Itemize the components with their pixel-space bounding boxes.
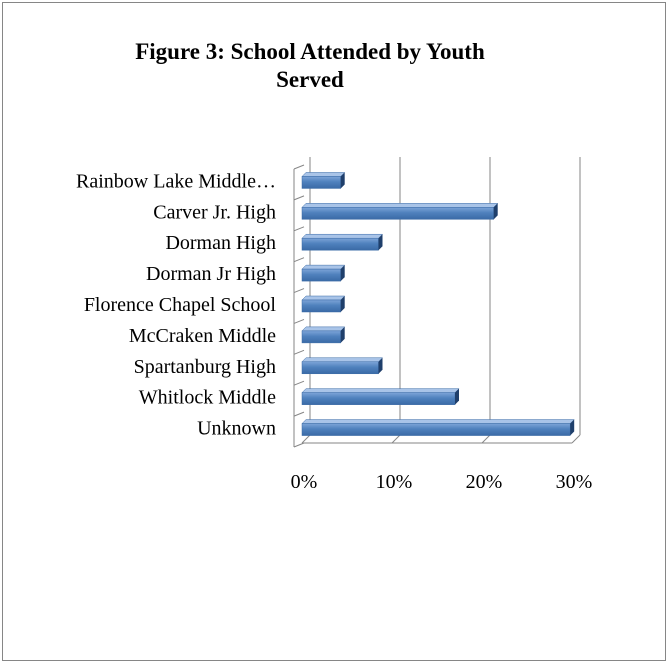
y-axis-tick	[293, 195, 305, 201]
category-label: Dorman High	[165, 232, 276, 254]
bar	[301, 326, 346, 344]
bar	[301, 295, 346, 313]
category-label: Spartanburg High	[134, 356, 276, 378]
bar	[301, 233, 384, 251]
bars	[301, 172, 575, 436]
x-tick-label: 20%	[466, 471, 503, 493]
chart-title: Figure 3: School Attended by Youth Serve…	[135, 39, 485, 92]
category-label: Unknown	[197, 418, 276, 440]
category-labels: Rainbow Lake Middle… Carver Jr. High Dorma…	[76, 170, 276, 439]
bar	[301, 264, 346, 282]
y-axis-tick	[293, 318, 305, 324]
y-axis-tick	[293, 349, 305, 355]
bar	[301, 357, 384, 375]
category-label: Carver Jr. High	[153, 201, 276, 223]
y-axis-tick	[293, 164, 305, 170]
gridline-depth	[481, 434, 491, 444]
category-label: Whitlock Middle	[139, 387, 276, 409]
category-label: Florence Chapel School	[84, 294, 277, 316]
tick-labels: 0% 10% 20% 30%	[291, 471, 593, 493]
gridline-depth	[301, 434, 311, 444]
category-label: Dorman Jr High	[146, 263, 276, 285]
x-tick-label: 0%	[291, 471, 318, 493]
y-axis-tick	[293, 411, 305, 417]
category-label: Rainbow Lake Middle…	[76, 170, 276, 192]
bar	[301, 172, 346, 189]
y-axis-tick	[293, 226, 305, 232]
gridline-depth	[391, 434, 401, 444]
y-axis-tick	[293, 288, 305, 294]
gridline-depth	[571, 434, 581, 444]
category-label: McCraken Middle	[129, 325, 276, 347]
bar	[301, 388, 460, 405]
axes	[293, 164, 572, 448]
y-axis-tick	[293, 257, 305, 263]
bar	[301, 203, 499, 220]
x-tick-label: 10%	[376, 471, 413, 493]
y-axis-tick	[293, 380, 305, 386]
x-tick-label: 30%	[556, 471, 593, 493]
bar	[301, 419, 575, 436]
y-axis-tick	[293, 442, 305, 448]
